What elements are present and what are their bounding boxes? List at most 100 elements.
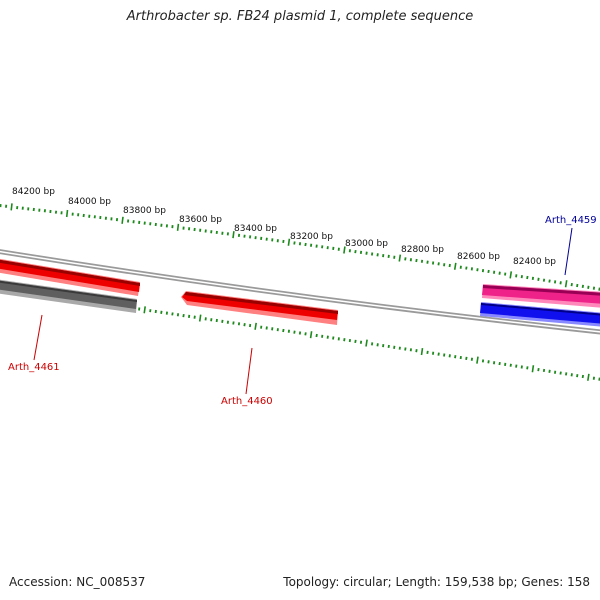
inner-minor-tick: [537, 367, 540, 372]
tick-label-84000: 84000 bp: [68, 197, 111, 207]
inner-major-tick: [476, 356, 479, 364]
gene-arth-4459-forward[interactable]: [482, 284, 600, 308]
gene-label-arth-4461-text[interactable]: Arth_4461: [8, 362, 60, 373]
outer-minor-tick: [537, 277, 540, 281]
inner-minor-tick: [171, 312, 174, 316]
outer-major-tick: [121, 216, 124, 224]
inner-minor-tick: [487, 360, 490, 364]
inner-minor-tick: [221, 319, 224, 323]
inner-minor-tick: [581, 374, 584, 379]
tick-label-83800: 83800 bp: [123, 206, 166, 216]
tick-label-84200: 84200 bp: [12, 187, 55, 197]
outer-minor-tick: [437, 262, 440, 266]
tick-label-83400: 83400 bp: [234, 224, 277, 234]
inner-major-tick: [531, 365, 535, 373]
inner-minor-tick: [448, 354, 451, 358]
inner-minor-tick: [415, 349, 418, 353]
gene-label-arth-4461[interactable]: Arth_4461: [8, 314, 60, 373]
inner-minor-tick: [404, 347, 407, 351]
gene-label-arth-4460-text[interactable]: Arth_4460: [221, 396, 273, 407]
inner-minor-tick: [293, 330, 296, 334]
outer-minor-tick: [476, 268, 479, 272]
inner-minor-tick: [548, 369, 551, 373]
tick-label-82800: 82800 bp: [401, 245, 444, 255]
outer-major-tick: [10, 203, 13, 211]
outer-minor-tick: [304, 242, 307, 247]
inner-minor-tick: [354, 339, 357, 344]
inner-minor-tick: [282, 328, 285, 333]
inner-minor-tick: [515, 364, 518, 368]
tick-label-82600: 82600 bp: [457, 252, 500, 262]
gene-arth-4459-reverse[interactable]: [480, 302, 600, 327]
inner-minor-tick: [393, 345, 396, 349]
outer-minor-tick: [559, 281, 562, 285]
outer-minor-tick: [592, 286, 596, 290]
inner-minor-tick: [576, 374, 579, 378]
inner-minor-tick: [376, 343, 379, 347]
outer-minor-tick: [520, 275, 523, 279]
inner-minor-tick: [304, 332, 307, 336]
outer-major-tick: [564, 280, 568, 288]
gene-label-arth-4459[interactable]: Arth_4459: [545, 215, 597, 276]
gene-label-arth-4459-text[interactable]: Arth_4459: [545, 215, 597, 226]
outer-minor-tick: [415, 258, 418, 263]
gene-arth-4461-reverse[interactable]: [0, 279, 137, 313]
inner-minor-tick: [193, 315, 196, 319]
outer-major-tick: [509, 271, 513, 279]
inner-minor-tick: [570, 373, 573, 377]
tick-label-82400: 82400 bp: [513, 257, 556, 267]
inner-minor-tick: [315, 333, 318, 338]
inner-major-tick: [365, 339, 368, 347]
outer-major-tick: [176, 223, 180, 231]
inner-minor-tick: [509, 363, 512, 367]
outer-major-tick: [287, 238, 291, 246]
tick-label-83200: 83200 bp: [290, 232, 333, 242]
inner-minor-tick: [426, 350, 429, 355]
inner-major-tick: [254, 322, 257, 330]
outer-minor-tick: [587, 285, 590, 289]
inner-minor-tick: [498, 361, 501, 366]
accession-text: Accession: NC_008537: [9, 575, 146, 589]
inner-minor-tick: [343, 338, 346, 342]
inner-minor-tick: [559, 371, 562, 375]
inner-minor-tick: [232, 321, 235, 325]
inner-minor-tick: [465, 356, 468, 361]
outer-minor-tick: [576, 283, 579, 288]
outer-minor-tick: [365, 251, 368, 255]
outer-minor-tick: [426, 260, 429, 264]
outer-major-tick: [398, 254, 402, 262]
tick-label-83000: 83000 bp: [345, 239, 388, 249]
inner-minor-tick: [243, 323, 246, 327]
gene-arth-4460[interactable]: [181, 291, 338, 325]
inner-major-tick: [198, 314, 202, 322]
gene-arth-4461-forward[interactable]: [0, 258, 140, 296]
outer-minor-tick: [581, 284, 584, 289]
inner-minor-tick: [332, 336, 335, 340]
map-title: Arthrobacter sp. FB24 plasmid 1, complet…: [126, 9, 474, 24]
outer-minor-tick: [515, 274, 518, 278]
outer-major-tick: [232, 231, 235, 239]
outer-major-tick: [65, 209, 69, 218]
outer-minor-tick: [498, 271, 501, 275]
inner-major-tick: [143, 306, 146, 314]
outer-minor-tick: [354, 249, 357, 254]
outer-major-tick: [453, 262, 457, 270]
outer-minor-tick: [376, 253, 379, 257]
inner-minor-tick: [182, 313, 185, 318]
outer-minor-tick: [487, 269, 490, 274]
gene-label-arth-4460[interactable]: Arth_4460: [221, 347, 273, 407]
inner-major-tick: [587, 373, 590, 381]
inner-minor-tick: [565, 372, 568, 376]
outer-minor-tick: [570, 282, 573, 287]
inner-minor-tick: [160, 310, 163, 314]
outer-minor-tick: [448, 263, 451, 268]
inner-minor-tick: [437, 352, 440, 356]
tick-label-83600: 83600 bp: [179, 215, 222, 225]
tick-labels: 84200 bp 84000 bp 83800 bp 83600 bp 8340…: [12, 187, 556, 267]
inner-minor-tick: [526, 366, 529, 370]
outer-tick-ring: [0, 203, 600, 291]
outer-minor-tick: [404, 257, 407, 261]
inner-major-tick: [309, 331, 313, 339]
topology-summary: Topology: circular; Length: 159,538 bp; …: [283, 575, 590, 589]
